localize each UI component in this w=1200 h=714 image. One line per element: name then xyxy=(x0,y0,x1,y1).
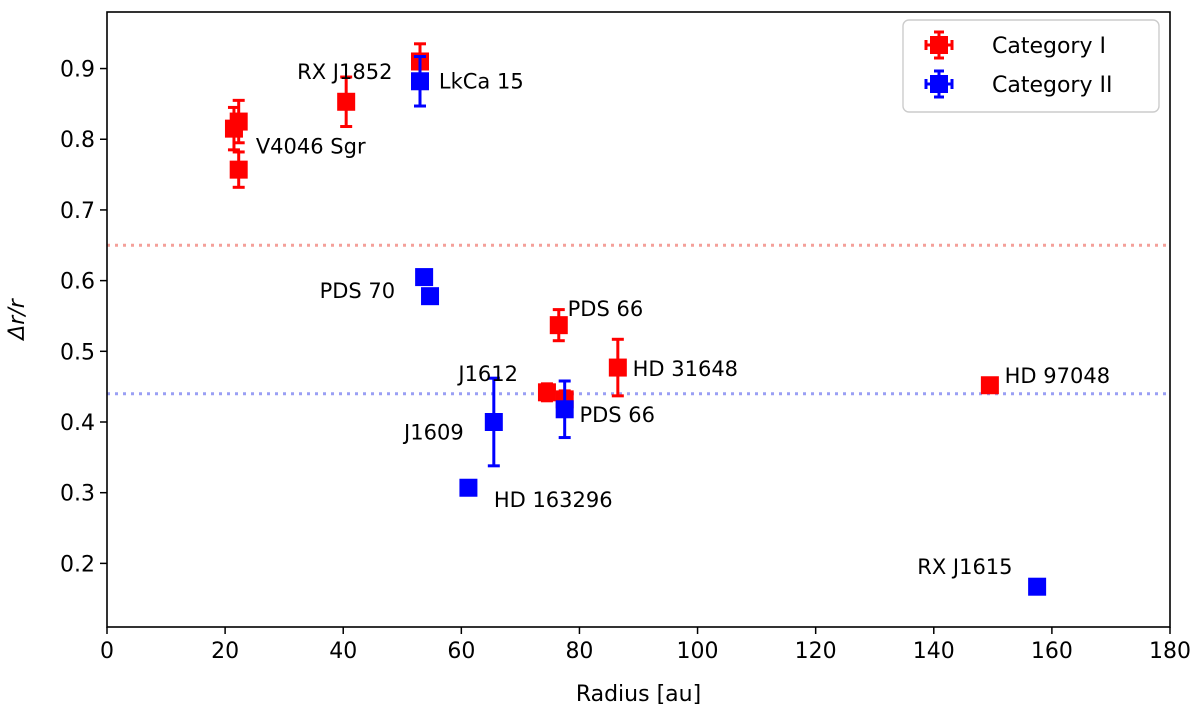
marker xyxy=(229,160,248,179)
x-axis-ticks: 0 20 40 60 80 100 120 140 160 180 xyxy=(100,627,1191,664)
x-tick-label: 140 xyxy=(913,639,955,664)
marker xyxy=(537,383,556,402)
data-point-category-ii xyxy=(459,478,478,497)
marker xyxy=(337,92,356,111)
data-point-category-i xyxy=(337,75,356,129)
legend-box xyxy=(902,19,1160,113)
point-label: LkCa 15 xyxy=(439,69,524,93)
marker xyxy=(1028,577,1047,596)
data-point-category-i xyxy=(229,98,248,145)
legend-marker xyxy=(930,36,948,54)
marker xyxy=(549,316,568,335)
legend-label: Category I xyxy=(992,34,1106,59)
data-point-category-i xyxy=(608,337,627,398)
x-tick-label: 80 xyxy=(565,639,593,664)
x-tick-label: 100 xyxy=(677,639,719,664)
point-label: PDS 66 xyxy=(568,297,644,321)
marker xyxy=(410,72,429,91)
data-point-category-ii xyxy=(1028,577,1047,596)
y-axis-ticks: 0.2 0.3 0.4 0.5 0.6 0.7 0.8 0.9 xyxy=(60,58,107,577)
marker xyxy=(421,287,440,306)
x-axis-label: Radius [au] xyxy=(576,682,701,707)
point-label: PDS 66 xyxy=(579,403,655,427)
legend-item-category-i: Category I xyxy=(924,30,1106,60)
marker xyxy=(484,413,503,431)
y-tick-label: 0.4 xyxy=(60,411,95,436)
y-tick-label: 0.2 xyxy=(60,552,95,577)
legend: Category I Category II xyxy=(902,19,1160,113)
y-tick-label: 0.9 xyxy=(60,58,95,83)
point-annotations: RX J1852 LkCa 15 V4046 Sgr PDS 70 PDS 66 HD 3… xyxy=(256,60,1110,579)
y-tick-label: 0.6 xyxy=(60,270,95,295)
data-point-category-ii xyxy=(484,376,503,468)
legend-marker xyxy=(930,75,948,93)
point-label: RX J1852 xyxy=(297,60,392,84)
plot-frame xyxy=(106,11,1171,628)
data-point-category-i xyxy=(537,382,556,403)
point-label: V4046 Sgr xyxy=(256,134,366,158)
point-label: HD 97048 xyxy=(1005,364,1110,388)
y-tick-label: 0.7 xyxy=(60,199,95,224)
y-tick-label: 0.5 xyxy=(60,340,95,365)
x-tick-label: 180 xyxy=(1149,639,1191,664)
x-tick-label: 40 xyxy=(329,639,357,664)
data-point-category-i xyxy=(549,308,568,343)
x-tick-label: 20 xyxy=(211,639,239,664)
marker xyxy=(229,112,248,131)
marker xyxy=(415,268,434,287)
y-axis-label: Δr/r xyxy=(5,297,30,342)
point-label: PDS 70 xyxy=(320,279,396,303)
point-label: J1609 xyxy=(402,421,464,445)
y-tick-label: 0.8 xyxy=(60,128,95,153)
point-label: J1612 xyxy=(456,362,518,386)
marker xyxy=(980,376,999,395)
data-point-category-ii xyxy=(415,268,434,287)
marker xyxy=(459,478,478,497)
y-tick-label: 0.3 xyxy=(60,482,95,507)
data-point-category-ii xyxy=(555,379,574,440)
data-point-category-i xyxy=(980,376,999,395)
data-point-category-ii xyxy=(421,287,440,306)
point-label: RX J1615 xyxy=(917,555,1012,579)
data-points xyxy=(224,42,1047,596)
x-tick-label: 0 xyxy=(100,639,114,664)
point-label: HD 163296 xyxy=(494,488,613,512)
data-point-category-i xyxy=(229,150,248,189)
marker xyxy=(608,358,627,377)
x-tick-label: 160 xyxy=(1031,639,1073,664)
legend-label: Category II xyxy=(992,73,1112,98)
data-point-category-ii xyxy=(410,55,429,108)
x-tick-label: 120 xyxy=(795,639,837,664)
legend-item-category-ii: Category II xyxy=(924,69,1112,99)
marker xyxy=(555,400,574,419)
x-tick-label: 60 xyxy=(447,639,475,664)
reference-lines xyxy=(107,243,1170,396)
point-label: HD 31648 xyxy=(633,357,738,381)
